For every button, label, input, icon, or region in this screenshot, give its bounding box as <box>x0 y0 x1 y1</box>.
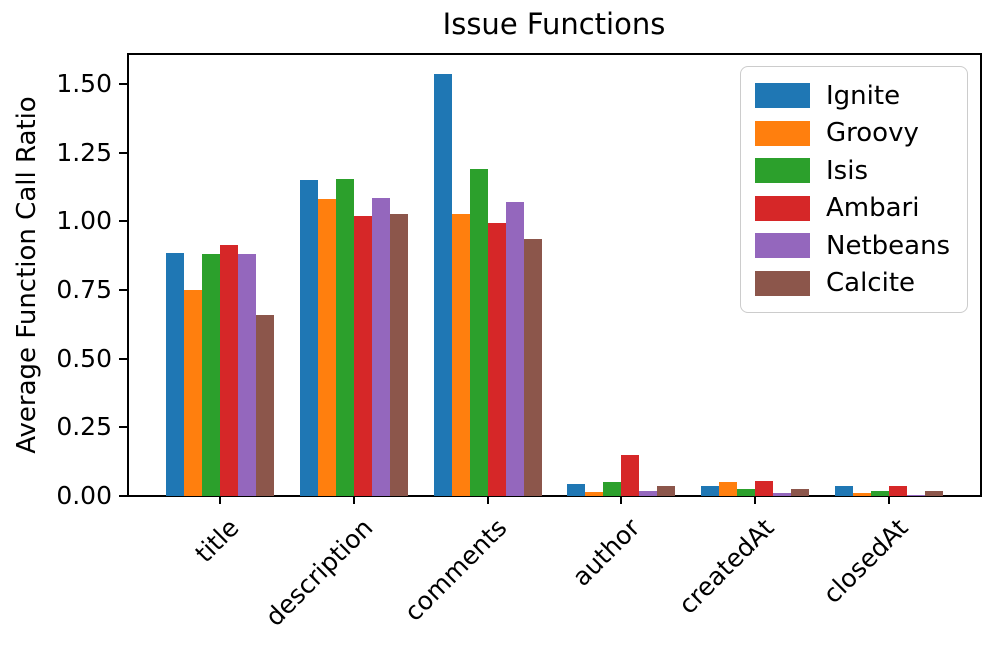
y-tick-mark <box>119 495 127 497</box>
bar-ignite-comments <box>433 74 452 496</box>
bar-netbeans-title <box>238 254 257 496</box>
bar-netbeans-description <box>371 198 390 496</box>
bar-ambari-description <box>353 216 372 496</box>
x-tick-mark <box>219 496 222 504</box>
legend-item-calcite: Calcite <box>755 268 953 298</box>
bar-ignite-description <box>299 180 318 496</box>
bar-calcite-createdAt <box>791 489 810 496</box>
y-tick-mark <box>119 357 127 360</box>
legend: Ignite Groovy Isis Ambari Netbeans Calcite <box>740 66 968 313</box>
bar-calcite-title <box>256 315 275 496</box>
bar-ambari-comments <box>487 223 506 496</box>
legend-swatch-isis <box>755 158 810 184</box>
legend-item-isis: Isis <box>755 156 953 186</box>
legend-label-netbeans: Netbeans <box>826 230 951 261</box>
y-tick-label-1.25: 1.25 <box>56 137 112 167</box>
x-tick-label-description: description <box>259 513 379 632</box>
bar-calcite-comments <box>523 239 542 496</box>
bar-groovy-author <box>585 492 604 496</box>
chart-title: Issue Functions <box>442 7 666 41</box>
y-tick-mark <box>119 220 127 223</box>
bar-netbeans-author <box>639 491 658 496</box>
legend-label-ignite: Ignite <box>826 80 901 111</box>
x-tick-label-title: title <box>189 513 245 569</box>
legend-item-netbeans: Netbeans <box>755 231 953 261</box>
y-tick-label-0.50: 0.50 <box>56 343 112 373</box>
bar-ignite-title <box>166 253 185 496</box>
legend-swatch-ignite <box>755 83 810 109</box>
bar-ignite-author <box>567 484 586 496</box>
bar-isis-createdAt <box>737 489 756 496</box>
y-tick-label-1.50: 1.50 <box>56 68 112 98</box>
x-tick-mark <box>620 496 623 504</box>
x-tick-mark <box>888 496 890 504</box>
y-tick-label-0.75: 0.75 <box>56 274 112 304</box>
y-tick-mark <box>119 151 127 154</box>
legend-item-ignite: Ignite <box>755 81 953 111</box>
bar-netbeans-comments <box>505 202 524 496</box>
legend-swatch-netbeans <box>755 233 810 259</box>
bar-groovy-closedAt <box>853 493 871 496</box>
bar-netbeans-createdAt <box>773 493 792 496</box>
bar-ignite-createdAt <box>701 486 720 496</box>
y-tick-label-1.00: 1.00 <box>56 206 112 236</box>
bar-isis-closedAt <box>871 491 889 496</box>
bar-ambari-createdAt <box>755 481 774 496</box>
bar-netbeans-closedAt <box>907 495 925 496</box>
bar-isis-author <box>603 482 622 496</box>
bar-calcite-closedAt <box>925 491 943 496</box>
bar-groovy-createdAt <box>719 482 738 496</box>
y-tick-mark <box>119 82 127 85</box>
bar-ambari-author <box>621 455 640 496</box>
bar-calcite-author <box>657 486 676 496</box>
legend-label-calcite: Calcite <box>826 268 916 299</box>
legend-label-isis: Isis <box>826 155 868 186</box>
y-tick-label-0.25: 0.25 <box>56 412 112 442</box>
bar-calcite-description <box>389 214 408 496</box>
x-tick-label-closedAt: closedAt <box>817 513 914 609</box>
legend-swatch-groovy <box>755 120 810 146</box>
x-tick-label-createdAt: createdAt <box>673 513 780 620</box>
x-tick-mark <box>352 496 355 504</box>
x-tick-label-author: author <box>567 513 646 592</box>
legend-swatch-ambari <box>755 195 810 221</box>
x-tick-mark <box>486 496 489 504</box>
bar-isis-description <box>335 179 354 496</box>
x-tick-label-comments: comments <box>398 513 513 627</box>
bar-groovy-title <box>184 290 203 496</box>
legend-label-ambari: Ambari <box>826 193 920 224</box>
y-tick-label-0.00: 0.00 <box>56 481 112 510</box>
y-tick-mark <box>119 288 127 291</box>
bar-ambari-closedAt <box>889 486 907 496</box>
legend-swatch-calcite <box>755 270 810 296</box>
legend-item-ambari: Ambari <box>755 193 953 223</box>
bar-ambari-title <box>220 245 239 496</box>
bar-groovy-description <box>317 199 336 496</box>
bar-isis-title <box>202 254 221 496</box>
bar-isis-comments <box>469 169 488 496</box>
bar-ignite-closedAt <box>835 486 853 496</box>
y-tick-mark <box>119 426 127 429</box>
legend-label-groovy: Groovy <box>826 118 919 149</box>
x-tick-mark <box>754 496 757 504</box>
bar-groovy-comments <box>451 214 470 496</box>
legend-item-groovy: Groovy <box>755 118 953 148</box>
